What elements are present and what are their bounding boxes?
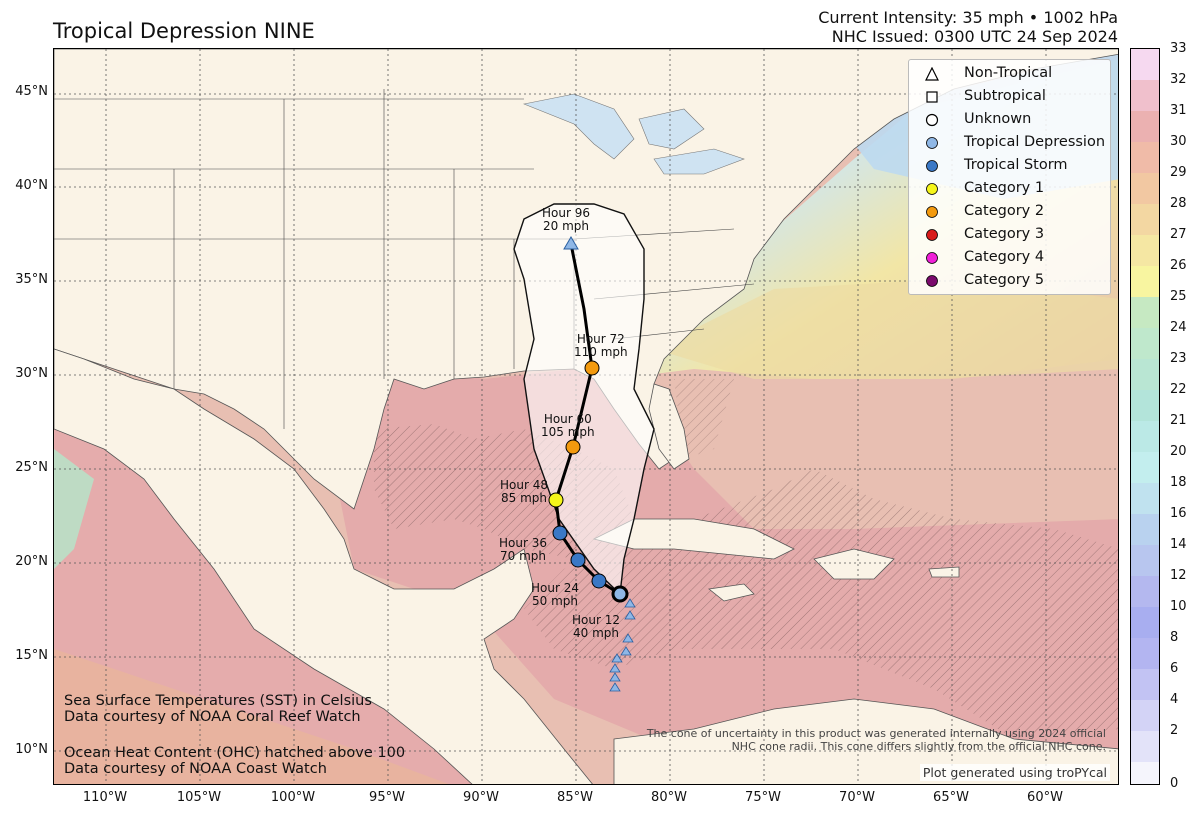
lat-label: 15°N: [15, 648, 48, 663]
forecast-label: Hour 60 105 mph: [541, 412, 595, 439]
colorbar-tick: 16: [1170, 506, 1187, 521]
forecast-point: [548, 492, 564, 508]
legend-item: Subtropical: [909, 87, 1109, 107]
colorbar-tick: 6: [1170, 661, 1179, 676]
cone-note: The cone of uncertainty in this product …: [646, 727, 1106, 753]
lon-label: 80°W: [651, 790, 687, 805]
colorbar-tick: 33: [1170, 41, 1187, 56]
square-outline-icon: [926, 91, 938, 103]
lon-label: 110°W: [82, 790, 128, 805]
colorbar-tick: 14: [1170, 537, 1187, 552]
legend-item: Category 2: [909, 202, 1109, 222]
colorbar-tick: 28: [1170, 196, 1187, 211]
colorbar-tick: 24: [1170, 320, 1187, 335]
circle-icon: [926, 229, 938, 241]
circle-icon: [926, 160, 938, 172]
mexico-land: [54, 348, 593, 784]
legend-item: Category 4: [909, 248, 1109, 268]
legend-item: Tropical Depression: [909, 133, 1109, 153]
past-track-points: [609, 598, 636, 692]
lon-label: 105°W: [176, 790, 222, 805]
colorbar-tick: 27: [1170, 227, 1187, 242]
legend-item: Category 5: [909, 271, 1109, 291]
forecast-point: [563, 236, 579, 250]
lat-label: 45°N: [15, 84, 48, 99]
issued-time: NHC Issued: 0300 UTC 24 Sep 2024: [831, 27, 1118, 46]
lon-label: 100°W: [270, 790, 316, 805]
colorbar-tick: 25: [1170, 289, 1187, 304]
forecast-label: Hour 24 50 mph: [531, 581, 579, 608]
forecast-point: [565, 439, 581, 455]
circle-icon: [926, 206, 938, 218]
legend-item: Category 3: [909, 225, 1109, 245]
forecast-label: Hour 72 110 mph: [574, 332, 628, 359]
page-title: Tropical Depression NINE: [53, 19, 315, 43]
forecast-point: [591, 573, 607, 589]
legend-item: Tropical Storm: [909, 156, 1109, 176]
cuba-land: [592, 518, 795, 560]
colorbar-tick: 29: [1170, 165, 1187, 180]
legend-item: Category 1: [909, 179, 1109, 199]
forecast-point: [570, 552, 586, 568]
colorbar-tick: 10: [1170, 599, 1187, 614]
colorbar-tick: 12: [1170, 568, 1187, 583]
forecast-point: [584, 360, 600, 376]
lat-label: 25°N: [15, 460, 48, 475]
triangle-outline-icon: [925, 67, 939, 81]
forecast-label: Hour 48 85 mph: [500, 478, 548, 505]
colorbar-tick: 30: [1170, 134, 1187, 149]
lon-label: 95°W: [369, 790, 405, 805]
current-position: [611, 585, 629, 603]
forecast-point: [552, 525, 568, 541]
lon-label: 70°W: [839, 790, 875, 805]
legend: Non-Tropical Subtropical Unknown Tropica…: [908, 59, 1111, 295]
colorbar-tick: 22: [1170, 382, 1187, 397]
colorbar-tick: 2: [1170, 723, 1179, 738]
colorbar-tick: 32: [1170, 72, 1187, 87]
forecast-label: Hour 36 70 mph: [499, 536, 547, 563]
ohc-note: Ocean Heat Content (OHC) hatched above 1…: [64, 745, 406, 777]
current-intensity: Current Intensity: 35 mph • 1002 hPa: [818, 8, 1118, 27]
sst-colorbar: [1130, 48, 1160, 785]
lon-label: 85°W: [557, 790, 593, 805]
sst-note: Sea Surface Temperatures (SST) in Celsiu…: [64, 693, 372, 725]
colorbar-tick: 26: [1170, 258, 1187, 273]
forecast-label: Hour 96 20 mph: [542, 206, 590, 233]
colorbar-tick: 18: [1170, 475, 1187, 490]
colorbar-tick: 31: [1170, 103, 1187, 118]
colorbar-tick: 8: [1170, 630, 1179, 645]
lon-label: 90°W: [463, 790, 499, 805]
lat-label: 40°N: [15, 178, 48, 193]
map-canvas: [54, 49, 1118, 784]
legend-item: Unknown: [909, 110, 1109, 130]
circle-icon: [926, 252, 938, 264]
credit-note: Plot generated using troPYcal: [919, 764, 1110, 781]
legend-item: Non-Tropical: [909, 64, 1109, 84]
circle-icon: [926, 275, 938, 287]
lat-label: 30°N: [15, 366, 48, 381]
map-frame[interactable]: Hour 12 40 mph Hour 24 50 mph Hour 36 70 mp…: [53, 48, 1119, 785]
colorbar-tick: 21: [1170, 413, 1187, 428]
colorbar-tick: 23: [1170, 351, 1187, 366]
lon-label: 75°W: [745, 790, 781, 805]
colorbar-tick: 20: [1170, 444, 1187, 459]
circle-outline-icon: [925, 113, 939, 127]
circle-icon: [926, 137, 938, 149]
lat-label: 20°N: [15, 554, 48, 569]
circle-icon: [926, 183, 938, 195]
lon-label: 60°W: [1027, 790, 1063, 805]
lat-label: 10°N: [15, 742, 48, 757]
lat-label: 35°N: [15, 272, 48, 287]
lon-label: 65°W: [933, 790, 969, 805]
colorbar-tick: 0: [1170, 776, 1179, 791]
forecast-label: Hour 12 40 mph: [572, 613, 620, 640]
colorbar-tick: 4: [1170, 692, 1179, 707]
